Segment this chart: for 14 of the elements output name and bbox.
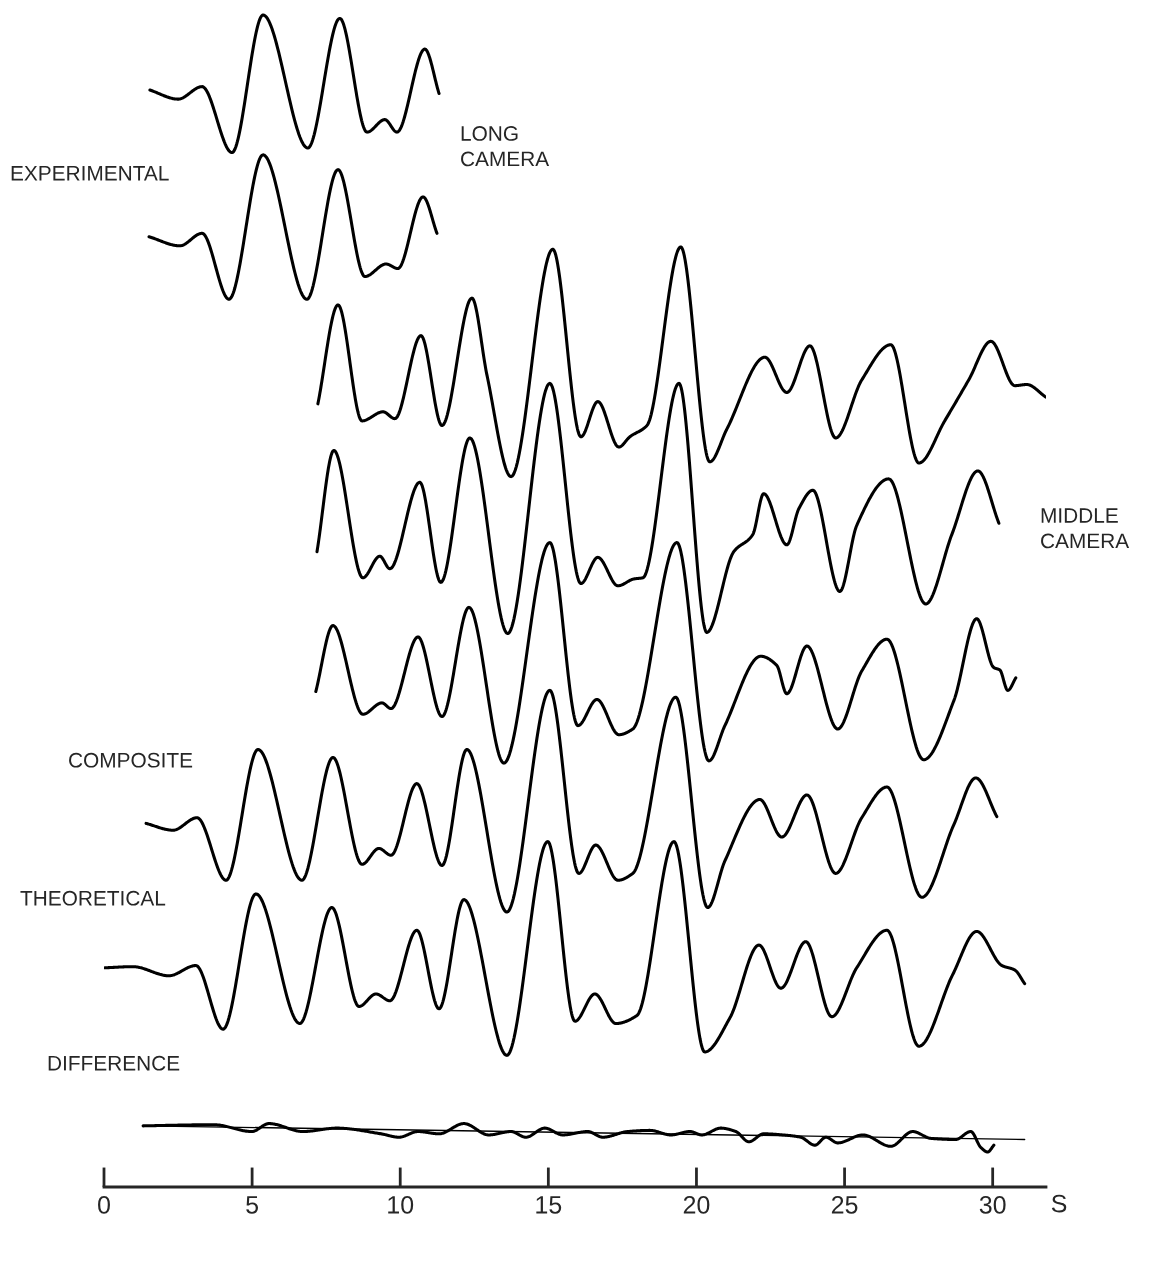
annotation: THEORETICAL	[20, 890, 166, 906]
x-axis-title: S	[1051, 1194, 1067, 1213]
annotation: EXPERIMENTAL	[11, 166, 169, 181]
x-tick-label: 15	[536, 1196, 562, 1214]
x-tick-label: 5	[246, 1196, 259, 1214]
x-tick-label: 25	[831, 1195, 858, 1214]
x-tick-label: 20	[683, 1195, 710, 1214]
x-tick-label: 10	[388, 1195, 414, 1214]
annotation: DIFFERENCE	[48, 1055, 180, 1071]
x-tick-label: 0	[98, 1195, 110, 1214]
annotation: MIDDLE CAMERA	[1041, 508, 1130, 549]
annotation: COMPOSITE	[69, 752, 193, 768]
annotation: LONG CAMERA	[461, 126, 550, 167]
x-tick-label: 30	[979, 1195, 1006, 1214]
